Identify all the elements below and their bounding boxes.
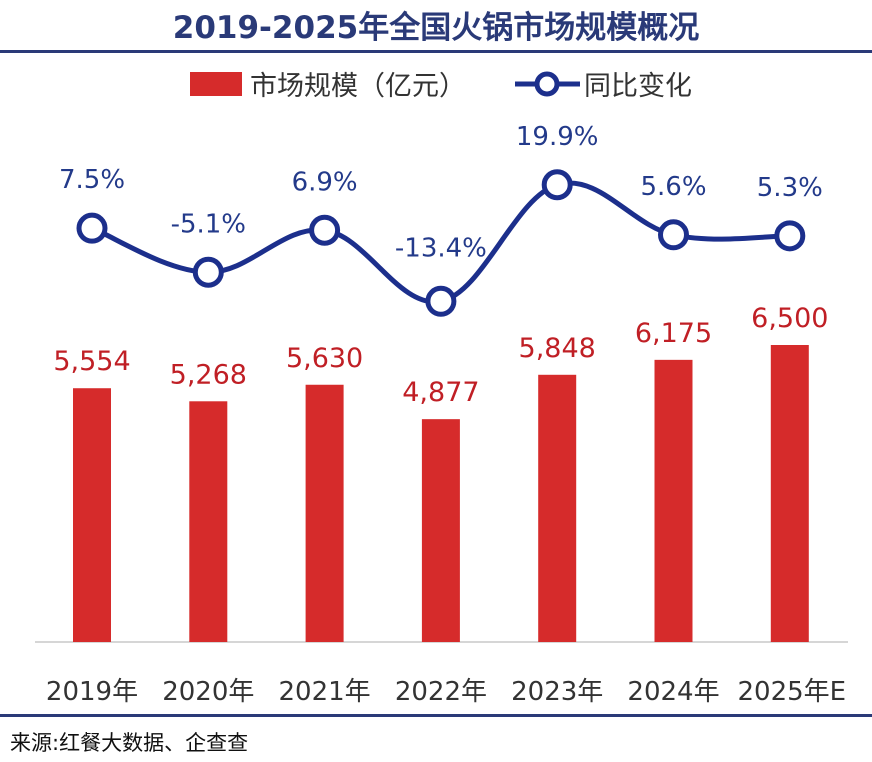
yoy-line: 7.5% -5.1% 6.9% -13.4% 19.9% 5.6% 5.3% — [59, 122, 823, 317]
legend-bar-label: 市场规模（亿元） — [250, 71, 466, 102]
yoy-label-4: 19.9% — [516, 122, 599, 152]
x-tick-label-1: 2020年 — [162, 677, 254, 707]
x-tick-label-3: 2022年 — [395, 677, 487, 707]
x-tick-label-0: 2019年 — [46, 677, 138, 707]
bar-1 — [189, 401, 228, 642]
bar-0 — [73, 388, 111, 642]
yoy-point-3 — [425, 285, 457, 317]
bars: 5,554 5,268 5,630 4,877 5,848 6,175 6,500 — [53, 303, 828, 642]
legend-line-label: 同比变化 — [584, 71, 692, 102]
yoy-point-1 — [192, 256, 224, 288]
bar-3 — [421, 419, 460, 642]
yoy-point-4 — [541, 169, 573, 201]
yoy-label-3: -13.4% — [395, 233, 487, 263]
yoy-point-0 — [76, 212, 108, 244]
legend-bar-swatch — [190, 72, 242, 96]
yoy-point-6 — [774, 220, 806, 252]
x-tick-label-6: 2025年E — [737, 677, 846, 707]
bar-value-label-4: 5,848 — [519, 333, 596, 364]
source-note: 来源:红餐大数据、企查查 — [10, 731, 249, 755]
x-tick-label-4: 2023年 — [511, 677, 603, 707]
title-divider — [0, 50, 872, 53]
yoy-label-5: 5.6% — [640, 172, 706, 202]
x-tick-label-5: 2024年 — [627, 677, 719, 707]
yoy-label-2: 6.9% — [292, 167, 358, 197]
yoy-label-1: -5.1% — [171, 209, 246, 239]
x-axis-ticks: 2019年 2020年 2021年 2022年 2023年 2024年 2025年E — [46, 677, 846, 707]
x-tick-label-2: 2021年 — [279, 677, 371, 707]
footer-divider — [0, 714, 872, 717]
bar-value-label-0: 5,554 — [53, 346, 130, 377]
bar-5 — [654, 359, 693, 642]
yoy-label-6: 5.3% — [757, 173, 823, 203]
bar-2 — [305, 384, 344, 642]
bar-value-label-2: 5,630 — [286, 343, 363, 374]
chart-title: 2019-2025年全国火锅市场规模概况 — [172, 10, 700, 46]
yoy-point-2 — [309, 214, 341, 246]
bar-value-label-6: 6,500 — [751, 303, 828, 334]
bar-value-label-3: 4,877 — [402, 377, 479, 408]
yoy-label-0: 7.5% — [59, 165, 125, 195]
bar-6 — [770, 345, 809, 642]
bar-value-label-5: 6,175 — [635, 318, 712, 349]
yoy-point-5 — [658, 219, 689, 251]
chart: 市场规模（亿元） 同比变化 5,554 5,268 5,630 4,877 5,848 6… — [35, 71, 848, 707]
legend: 市场规模（亿元） 同比变化 — [190, 71, 692, 102]
legend-line-marker — [534, 71, 560, 97]
bar-value-label-1: 5,268 — [170, 359, 247, 390]
bar-4 — [538, 374, 577, 642]
